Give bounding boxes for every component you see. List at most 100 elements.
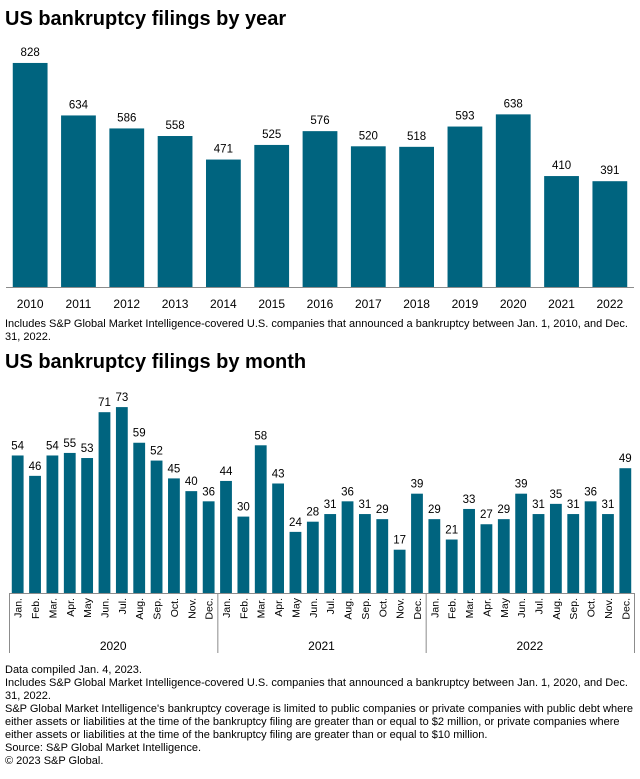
bar-2020-Oct: [168, 478, 180, 593]
chart-title-by-month: US bankruptcy filings by month: [5, 351, 307, 373]
x-tick-2022-Sep: Sep.: [568, 598, 580, 620]
bar-2021-Apr: [272, 483, 284, 593]
value-label-2022-Feb: 21: [445, 525, 458, 537]
value-label-2020-Feb: 46: [29, 461, 42, 473]
x-tick-2020-May: May: [82, 597, 94, 618]
x-tick-2020: 2020: [500, 297, 527, 311]
bar-2010: [12, 62, 48, 287]
x-tick-2022-Feb: Feb.: [447, 598, 459, 619]
value-label-2020-Apr: 55: [63, 438, 76, 450]
x-tick-2021-Jul: Jul.: [325, 598, 337, 614]
bar-2022-Feb: [445, 539, 458, 593]
bar-2020-Apr: [63, 452, 76, 593]
value-label-2010: 828: [21, 47, 40, 59]
value-label-2022-Mar: 33: [463, 494, 476, 506]
year-bar-chart: 828 2010 634 2011 586 2012 558 2013 471 2014 525 20…: [6, 47, 634, 311]
value-label-2019: 593: [455, 111, 474, 123]
group-label-2021: 2021: [308, 639, 335, 653]
bar-2021-Aug: [341, 501, 354, 593]
group-label-2020: 2020: [100, 639, 127, 653]
bar-2020-Feb: [29, 475, 41, 593]
value-label-2021-Jul: 31: [324, 499, 337, 511]
x-tick-2021-Aug: Aug.: [343, 598, 355, 620]
bar-2022-Jun: [515, 493, 528, 593]
value-label-2020-Dec: 36: [202, 486, 215, 498]
x-tick-2010: 2010: [17, 297, 44, 311]
value-label-2022-Jan: 29: [428, 504, 441, 516]
bar-2022: [592, 181, 628, 287]
value-label-2021-May: 24: [289, 517, 302, 529]
bar-2021-Nov: [393, 549, 406, 593]
value-label-2015: 525: [262, 129, 281, 141]
x-tick-2013: 2013: [162, 297, 189, 311]
bar-2015: [254, 144, 290, 287]
bar-2020-Aug: [133, 442, 146, 593]
value-label-2021-Oct: 29: [376, 504, 389, 516]
value-label-2021-Nov: 17: [393, 535, 406, 547]
bar-2022-Apr: [480, 524, 493, 593]
x-tick-2018: 2018: [403, 297, 430, 311]
bar-2021-May: [289, 531, 302, 593]
bar-2016: [302, 131, 338, 287]
x-tick-2019: 2019: [452, 297, 479, 311]
x-tick-2017: 2017: [355, 297, 382, 311]
x-tick-2022-Jan: Jan.: [429, 598, 441, 618]
x-tick-2020-Jul: Jul.: [117, 598, 129, 614]
value-label-2022: 391: [600, 165, 619, 177]
x-tick-2020-Feb: Feb.: [30, 598, 42, 619]
value-label-2013: 558: [165, 120, 184, 132]
value-label-2012: 586: [117, 112, 136, 124]
bar-2022-May: [497, 519, 510, 593]
x-tick-2021-Jan: Jan.: [221, 598, 233, 618]
bar-2020-Dec: [202, 501, 215, 593]
bar-2019: [447, 126, 483, 288]
x-tick-2021-May: May: [290, 597, 302, 618]
bar-2020-Nov: [185, 491, 198, 593]
bar-2022-Aug: [549, 503, 562, 593]
footer-line-criteria: S&P Global Market Intelligence's bankrup…: [5, 703, 633, 741]
x-tick-2020-Nov: Nov.: [186, 598, 198, 619]
value-label-2021-Feb: 30: [237, 502, 250, 514]
value-label-2017: 520: [359, 130, 378, 142]
bar-2022-Oct: [584, 501, 597, 593]
value-label-2020-May: 53: [81, 443, 94, 455]
bar-2021-Feb: [237, 516, 250, 593]
value-label-2020-Sep: 52: [150, 446, 163, 458]
bar-2014: [205, 159, 241, 287]
bar-2011: [61, 115, 96, 288]
x-tick-2022-Jun: Jun.: [516, 598, 528, 618]
value-label-2021-Jun: 28: [306, 507, 319, 519]
x-tick-2022: 2022: [596, 297, 623, 311]
x-tick-2020-Aug: Aug.: [134, 598, 146, 620]
bar-2020-Jan: [11, 455, 24, 593]
x-tick-2022-Jul: Jul.: [534, 598, 546, 614]
x-tick-2021: 2021: [548, 297, 575, 311]
value-label-2021-Apr: 43: [272, 468, 285, 480]
bar-2020-Sep: [150, 460, 163, 593]
value-label-2022-Aug: 35: [549, 489, 562, 501]
bar-2021-Oct: [376, 519, 389, 593]
x-tick-2020-Jun: Jun.: [99, 598, 111, 618]
x-tick-2021-Mar: Mar.: [256, 598, 268, 618]
x-tick-2021-Nov: Nov.: [395, 598, 407, 619]
value-label-2022-Dec: 49: [619, 453, 632, 465]
bar-2022-Jul: [532, 514, 545, 593]
bar-2022-Dec: [619, 468, 632, 593]
value-label-2021-Aug: 36: [341, 486, 354, 498]
footer-notes: Data compiled Jan. 4, 2023. Includes S&P…: [5, 664, 635, 768]
bar-2012: [109, 128, 145, 287]
value-label-2021-Mar: 58: [254, 430, 267, 442]
x-tick-2022-Nov: Nov.: [603, 598, 615, 619]
month-bar-chart: 54 Jan. 46 Feb. 54 Mar. 55 Apr. 53 May 71 Jun. 73 Jul…: [9, 392, 635, 653]
bar-2017: [350, 146, 386, 287]
x-tick-2014: 2014: [210, 297, 237, 311]
value-label-2021-Sep: 31: [359, 499, 372, 511]
x-tick-2021-Jun: Jun.: [308, 598, 320, 618]
bar-2021-Jan: [220, 480, 232, 593]
x-tick-2022-Mar: Mar.: [464, 598, 476, 618]
x-tick-2020-Oct: Oct.: [169, 598, 181, 617]
bar-2022-Jan: [428, 519, 441, 593]
footer-line-source: Source: S&P Global Market Intelligence.: [5, 742, 202, 754]
x-tick-2021-Sep: Sep.: [360, 598, 372, 620]
value-label-2020-Jan: 54: [11, 440, 24, 452]
